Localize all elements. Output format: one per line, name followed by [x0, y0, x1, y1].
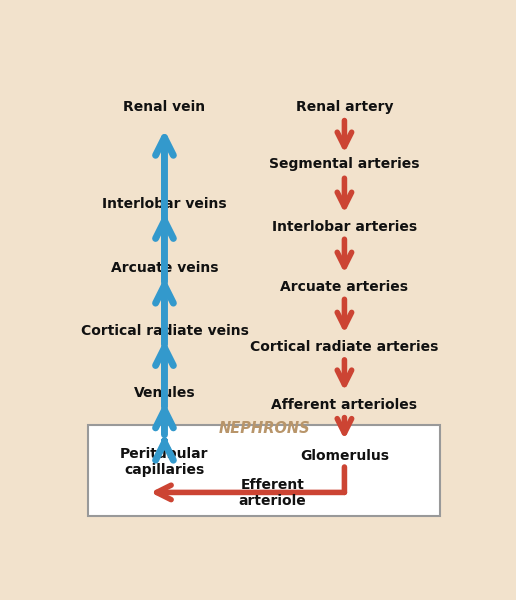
Text: Renal artery: Renal artery [296, 100, 393, 113]
Text: Cortical radiate veins: Cortical radiate veins [80, 324, 248, 338]
Text: Peritubular
capillaries: Peritubular capillaries [120, 447, 209, 478]
Bar [89, 425, 440, 515]
Text: Afferent arterioles: Afferent arterioles [271, 398, 417, 412]
Text: Efferent
arteriole: Efferent arteriole [238, 478, 307, 508]
Text: Cortical radiate arteries: Cortical radiate arteries [250, 340, 439, 354]
Text: Venules: Venules [134, 386, 195, 400]
Text: NEPHRONS: NEPHRONS [219, 421, 310, 436]
Text: Renal vein: Renal vein [123, 100, 205, 113]
Text: Arcuate arteries: Arcuate arteries [280, 280, 409, 294]
Text: Interlobar arteries: Interlobar arteries [272, 220, 417, 234]
Text: Segmental arteries: Segmental arteries [269, 157, 420, 172]
Text: Arcuate veins: Arcuate veins [111, 262, 218, 275]
Text: Glomerulus: Glomerulus [300, 449, 389, 463]
Text: Interlobar veins: Interlobar veins [102, 197, 227, 211]
